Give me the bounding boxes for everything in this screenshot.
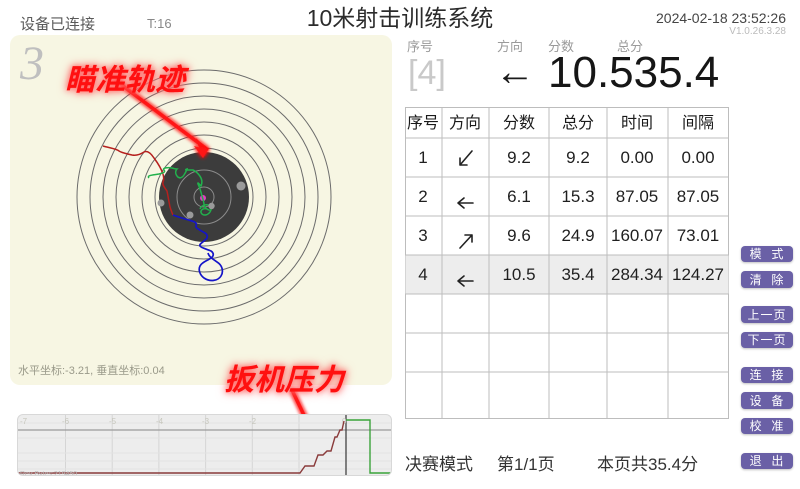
svg-text:间隔: 间隔: [682, 114, 714, 132]
svg-text:73.01: 73.01: [677, 226, 720, 245]
svg-text:0.00: 0.00: [681, 148, 714, 167]
svg-text:-4: -4: [156, 417, 164, 426]
svg-text:124.27: 124.27: [672, 265, 724, 284]
svg-text:Rev Bytes:219450: Rev Bytes:219450: [20, 471, 77, 476]
svg-text:方向: 方向: [449, 114, 481, 132]
svg-text:35.4: 35.4: [561, 265, 594, 284]
svg-text:284.34: 284.34: [611, 265, 663, 284]
svg-text:分数: 分数: [503, 114, 535, 132]
svg-text:1: 1: [418, 148, 427, 167]
svg-text:时间: 时间: [621, 114, 653, 132]
svg-text:3: 3: [418, 226, 427, 245]
svg-text:9.2: 9.2: [507, 148, 531, 167]
svg-text:-3: -3: [202, 417, 210, 426]
svg-text:总分: 总分: [562, 114, 594, 132]
svg-text:9.6: 9.6: [507, 226, 531, 245]
svg-text:4: 4: [418, 265, 427, 284]
svg-text:9.2: 9.2: [566, 148, 590, 167]
svg-text:-6: -6: [62, 417, 70, 426]
svg-text:24.9: 24.9: [561, 226, 594, 245]
svg-text:-5: -5: [109, 417, 117, 426]
svg-text:6.1: 6.1: [507, 187, 531, 206]
svg-text:87.05: 87.05: [616, 187, 659, 206]
svg-text:10.5: 10.5: [502, 265, 535, 284]
svg-text:2: 2: [418, 187, 427, 206]
svg-text:0.00: 0.00: [620, 148, 653, 167]
svg-text:-2: -2: [249, 417, 257, 426]
svg-text:序号: 序号: [407, 114, 439, 132]
svg-text:15.3: 15.3: [561, 187, 594, 206]
svg-text:160.07: 160.07: [611, 226, 663, 245]
svg-text:87.05: 87.05: [677, 187, 720, 206]
svg-text:-7: -7: [20, 417, 28, 426]
